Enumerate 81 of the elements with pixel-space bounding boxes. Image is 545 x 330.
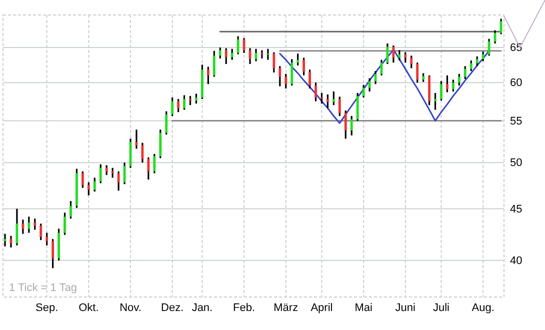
candlestick [338, 96, 341, 117]
candlestick [308, 68, 311, 90]
candlestick [464, 65, 466, 80]
candlestick [452, 78, 454, 92]
candlestick [410, 54, 413, 70]
candlestick [70, 200, 72, 220]
candlestick [22, 218, 24, 235]
candlestick [40, 222, 42, 241]
candlestick [470, 60, 472, 72]
candlestick [476, 56, 478, 67]
y-tick-label: 60 [510, 77, 522, 90]
y-tick-label: 50 [510, 157, 522, 170]
x-tick-label: Okt. [78, 302, 99, 314]
candlestick [81, 170, 84, 189]
candlestick [206, 66, 210, 85]
candlestick [404, 51, 407, 64]
candlestick [153, 153, 156, 174]
x-tick-label: Sep. [36, 302, 58, 314]
candlestick [446, 74, 448, 94]
candlestick [434, 92, 436, 111]
candlestick [212, 50, 216, 78]
candlestick [362, 84, 365, 98]
candlestick [272, 51, 276, 74]
candlestick [296, 52, 300, 66]
y-tick-label: 65 [510, 42, 522, 54]
candlestick [105, 164, 108, 176]
candlestick [440, 80, 442, 102]
candlestick [266, 48, 270, 61]
candlestick [171, 96, 174, 117]
annotation: 1 Tick = 1 Tag [9, 282, 77, 294]
candlestick [278, 65, 282, 88]
candlestick [58, 228, 60, 262]
candlestick [183, 94, 186, 111]
candlestick [195, 92, 198, 104]
candlestick [260, 49, 264, 60]
candlestick [218, 46, 222, 60]
candlestick [52, 238, 54, 269]
candlestick [236, 35, 240, 56]
candlestick [290, 58, 294, 86]
y-tick-label: 45 [510, 203, 522, 216]
y-tick-label: 55 [510, 115, 522, 128]
candlestick [482, 50, 484, 62]
candlestick [147, 156, 150, 180]
candlestick [165, 110, 168, 136]
candlestick [398, 49, 401, 62]
y-tick-label: 40 [510, 254, 522, 267]
candlestick [314, 82, 317, 102]
x-tick-label: Feb. [233, 302, 256, 314]
candlestick [320, 92, 323, 104]
candlestick [302, 56, 305, 76]
x-tick-label: Mai [354, 302, 372, 314]
candlestick [284, 73, 288, 90]
x-tick-label: Nov. [120, 302, 142, 314]
x-tick-label: Dez. [161, 302, 184, 314]
candlestick [28, 216, 30, 234]
candlestick [356, 92, 359, 122]
x-tick-label: Aug. [472, 302, 494, 314]
candlestick [99, 164, 102, 184]
candlestick [141, 142, 144, 164]
candlestick [189, 95, 192, 106]
candlestick [159, 128, 162, 160]
candlestick [64, 212, 66, 236]
candlestick [416, 62, 419, 84]
candlestick [34, 218, 36, 231]
candlestick [350, 115, 353, 136]
x-tick-label: Juli [432, 302, 450, 314]
candlestick [46, 232, 48, 246]
candlestick [87, 182, 90, 196]
candlestick [230, 48, 234, 61]
candlestick [344, 110, 347, 140]
candlestick [93, 176, 96, 192]
candlestick [392, 44, 395, 64]
x-tick-label: April [310, 302, 333, 314]
candlestick [224, 47, 228, 65]
candlestick [326, 94, 329, 109]
candlestick [458, 73, 460, 86]
x-tick-label: Juni [395, 302, 416, 314]
candlestick [332, 90, 335, 106]
x-tick-label: März [274, 302, 298, 314]
candlestick [177, 98, 180, 113]
x-tick-label: Jan. [192, 302, 213, 314]
